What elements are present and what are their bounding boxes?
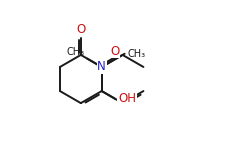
Text: O: O [111,45,120,58]
Text: O: O [76,23,86,36]
Text: CH₃: CH₃ [66,47,84,57]
Text: CH₃: CH₃ [127,49,146,59]
Text: N: N [97,60,106,74]
Text: OH: OH [118,92,136,105]
